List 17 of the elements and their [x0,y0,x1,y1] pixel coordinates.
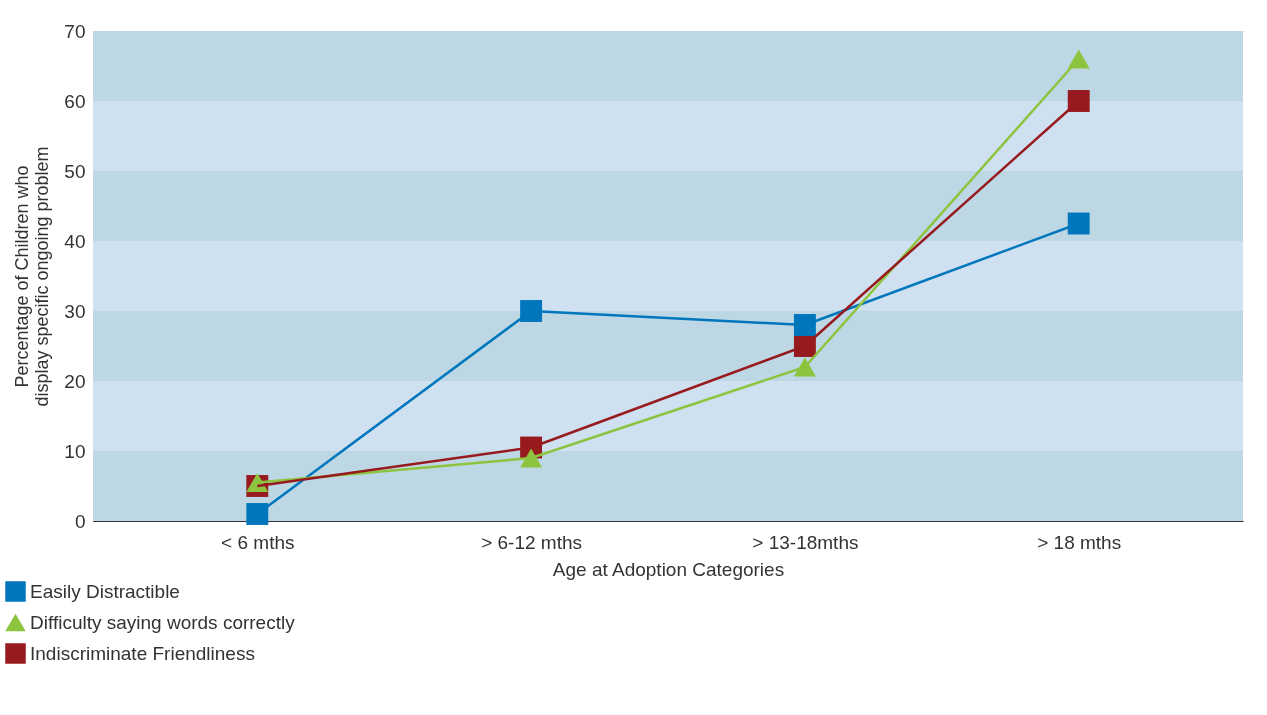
x-tick-label: > 6-12 mths [481,531,583,553]
legend-label: Difficulty saying words correctly [30,611,296,633]
y-tick-label: 40 [64,230,86,252]
y-axis-title: Percentage of Children who display specific ongoing problem [12,146,53,407]
y-tick-label: 70 [64,20,86,42]
y-tick-label: 30 [64,300,86,322]
legend-label: Easily Distractible [30,580,180,602]
y-tick-label: 60 [64,90,86,112]
y-tick-label: 50 [64,160,86,182]
y-tick-label: 20 [64,370,86,392]
x-axis-title: Age at Adoption Categories [552,558,785,580]
y-tick-label: 10 [64,440,86,462]
y-tick-label: 0 [74,510,86,532]
x-tick-label: > 13-18mths [752,531,859,553]
x-tick-label: < 6 mths [221,531,295,553]
x-tick-label: > 18 mths [1037,531,1122,553]
legend-label: Indiscriminate Friendliness [30,642,255,664]
